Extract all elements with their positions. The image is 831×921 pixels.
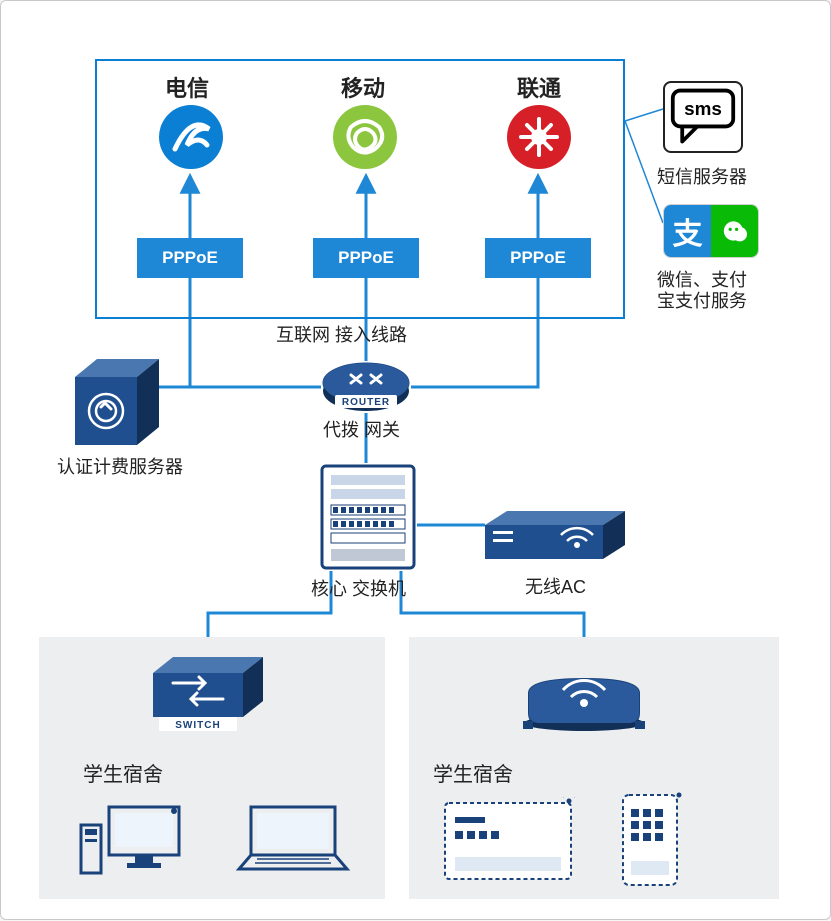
pppoe-box-2: PPPoE [485, 238, 591, 278]
switch-text: SWITCH [175, 720, 220, 731]
sms-text: sms [684, 99, 722, 120]
label-dorm-left: 学生宿舍 [83, 758, 163, 787]
label-auth-server: 认证计费服务器 [57, 453, 183, 479]
isp-title-0: 电信 [165, 71, 209, 103]
label-wireless-ac: 无线AC [525, 573, 586, 599]
tablet-icon [441, 797, 581, 890]
wechatpay-icon [711, 205, 758, 257]
isp-logo-0 [159, 105, 223, 169]
label-proxy-gateway: 代拨 网关 [323, 416, 400, 442]
diagram-canvas: 电信 PPPoE 移动 PPPoE 联通 PPPoE 互联网 接入线路 sms 短信服务器… [0, 0, 831, 920]
label-dorm-right: 学生宿舍 [433, 758, 513, 787]
switch-icon: SWITCH [153, 657, 263, 736]
laptop-icon [233, 803, 353, 878]
wireless-ac-icon [485, 511, 625, 568]
isp-title-1: 移动 [341, 71, 385, 103]
phone-icon [617, 791, 687, 894]
isp-title-2: 联通 [517, 71, 561, 103]
isp-logo-2 [507, 105, 571, 169]
sms-server-icon: sms [663, 81, 743, 153]
label-internet-line: 互联网 接入线路 [276, 321, 407, 347]
isp-logo-1 [333, 105, 397, 169]
payment-services-icon: 支 [663, 204, 759, 258]
desktop-pc-icon [79, 799, 189, 880]
alipay-icon: 支 [664, 205, 711, 257]
router-icon: ROUTER [321, 361, 411, 418]
pppoe-box-0: PPPoE [137, 238, 243, 278]
label-sms-server: 短信服务器 [657, 163, 747, 189]
label-core-switch: 核心 交换机 [311, 575, 406, 601]
router-text: ROUTER [342, 397, 390, 408]
core-switch-icon [319, 463, 417, 576]
pppoe-box-1: PPPoE [313, 238, 419, 278]
auth-server-icon [75, 359, 159, 450]
wifi-router-icon [519, 657, 649, 742]
label-pay-service-2: 宝支付服务 [657, 287, 747, 313]
